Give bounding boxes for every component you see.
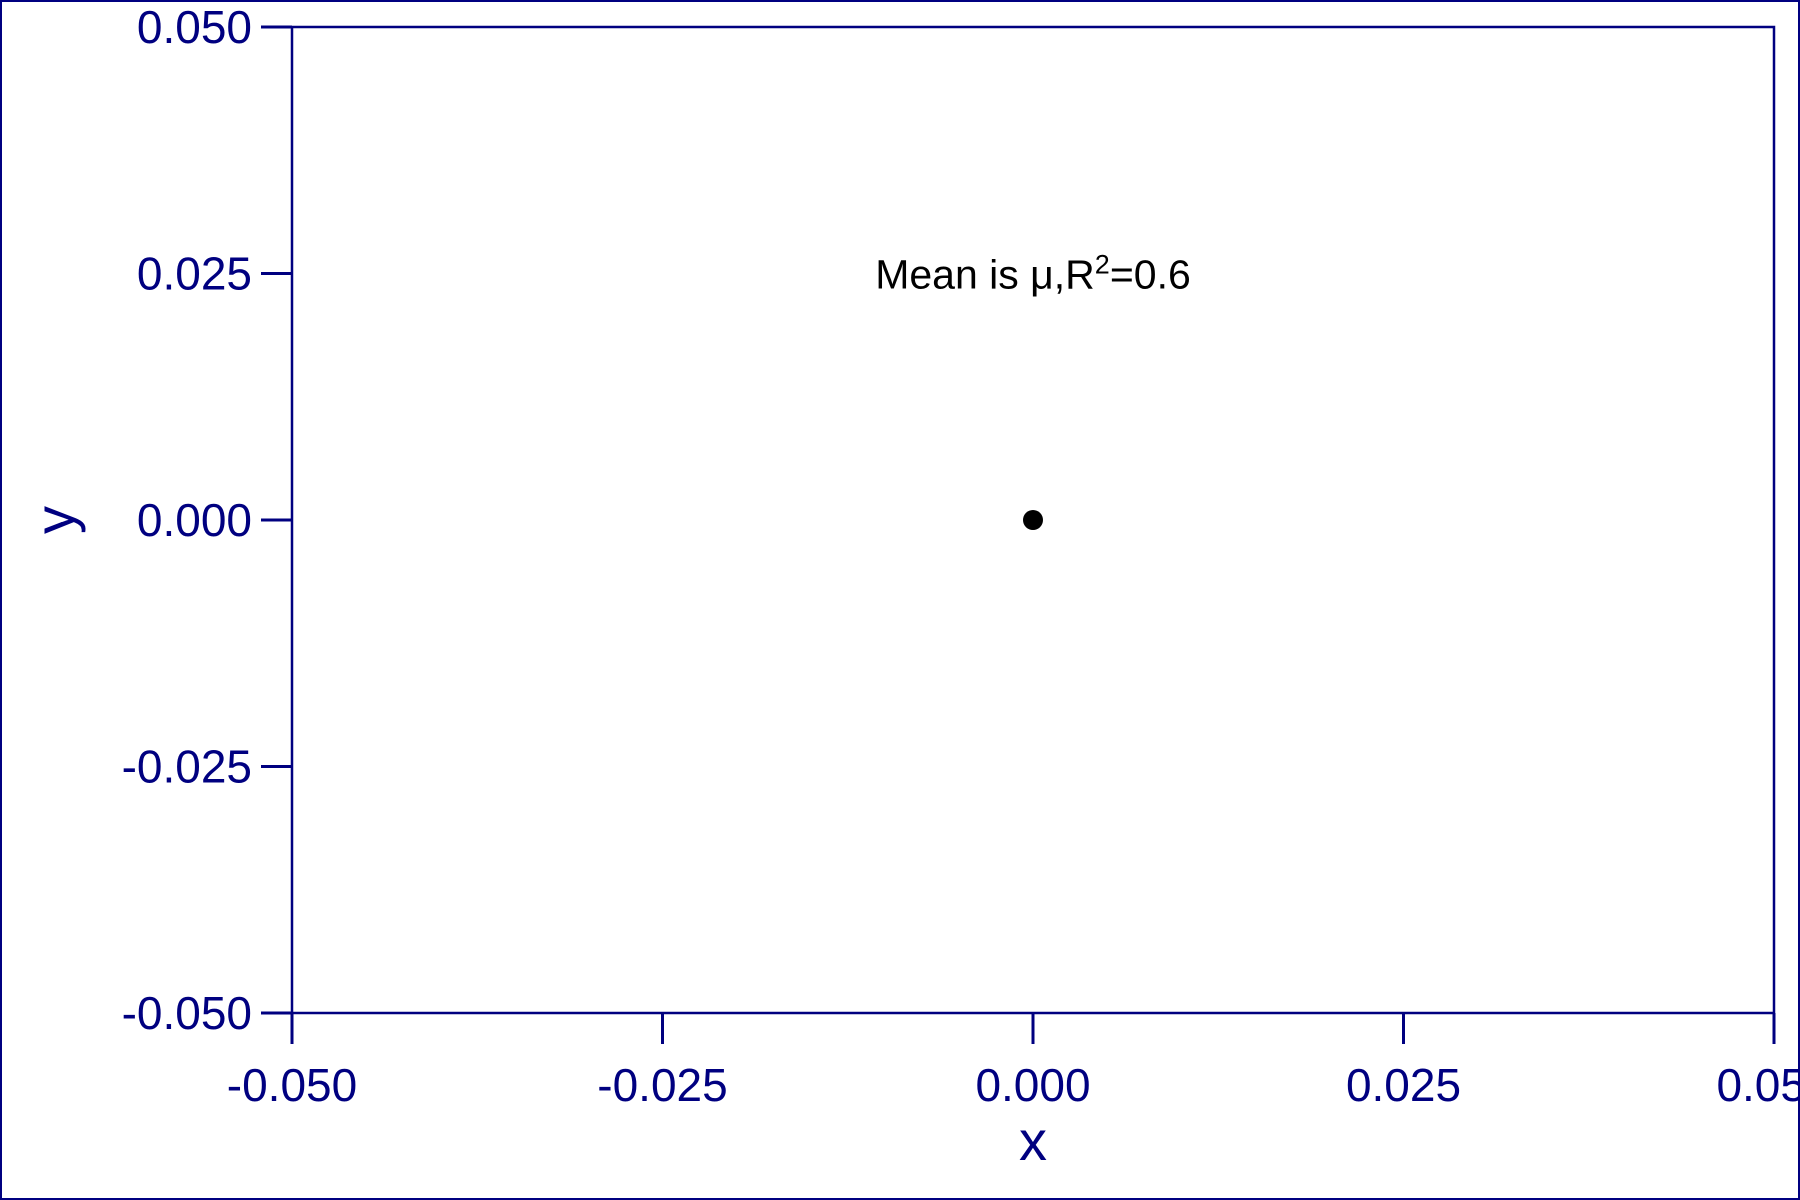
y-tick-label: -0.050 xyxy=(122,987,252,1039)
annotation-superscript: 2 xyxy=(1095,250,1110,280)
x-tick-label: 0.025 xyxy=(1346,1059,1461,1111)
y-tick-label: 0.025 xyxy=(137,248,252,300)
x-tick-label: -0.025 xyxy=(597,1059,727,1111)
y-axis-ticks: -0.050 -0.025 0.000 0.025 0.050 xyxy=(122,2,292,1039)
x-tick-label: 0.050 xyxy=(1716,1059,1798,1111)
x-tick-label: -0.050 xyxy=(227,1059,357,1111)
data-point xyxy=(1023,510,1043,530)
annotation-prefix: Mean is μ,R xyxy=(875,252,1095,298)
y-tick-label: 0.050 xyxy=(137,2,252,53)
data-points xyxy=(1023,510,1043,530)
x-tick-label: 0.000 xyxy=(975,1059,1090,1111)
x-axis-title: x xyxy=(1019,1109,1047,1172)
y-axis-title: y xyxy=(23,506,86,534)
x-axis-ticks: -0.050 -0.025 0.000 0.025 0.050 xyxy=(227,1013,1798,1111)
y-tick-label: -0.025 xyxy=(122,741,252,793)
annotation-text: Mean is μ,R2=0.6 xyxy=(875,250,1191,298)
annotation-suffix: =0.6 xyxy=(1110,252,1191,298)
y-tick-label: 0.000 xyxy=(137,494,252,546)
